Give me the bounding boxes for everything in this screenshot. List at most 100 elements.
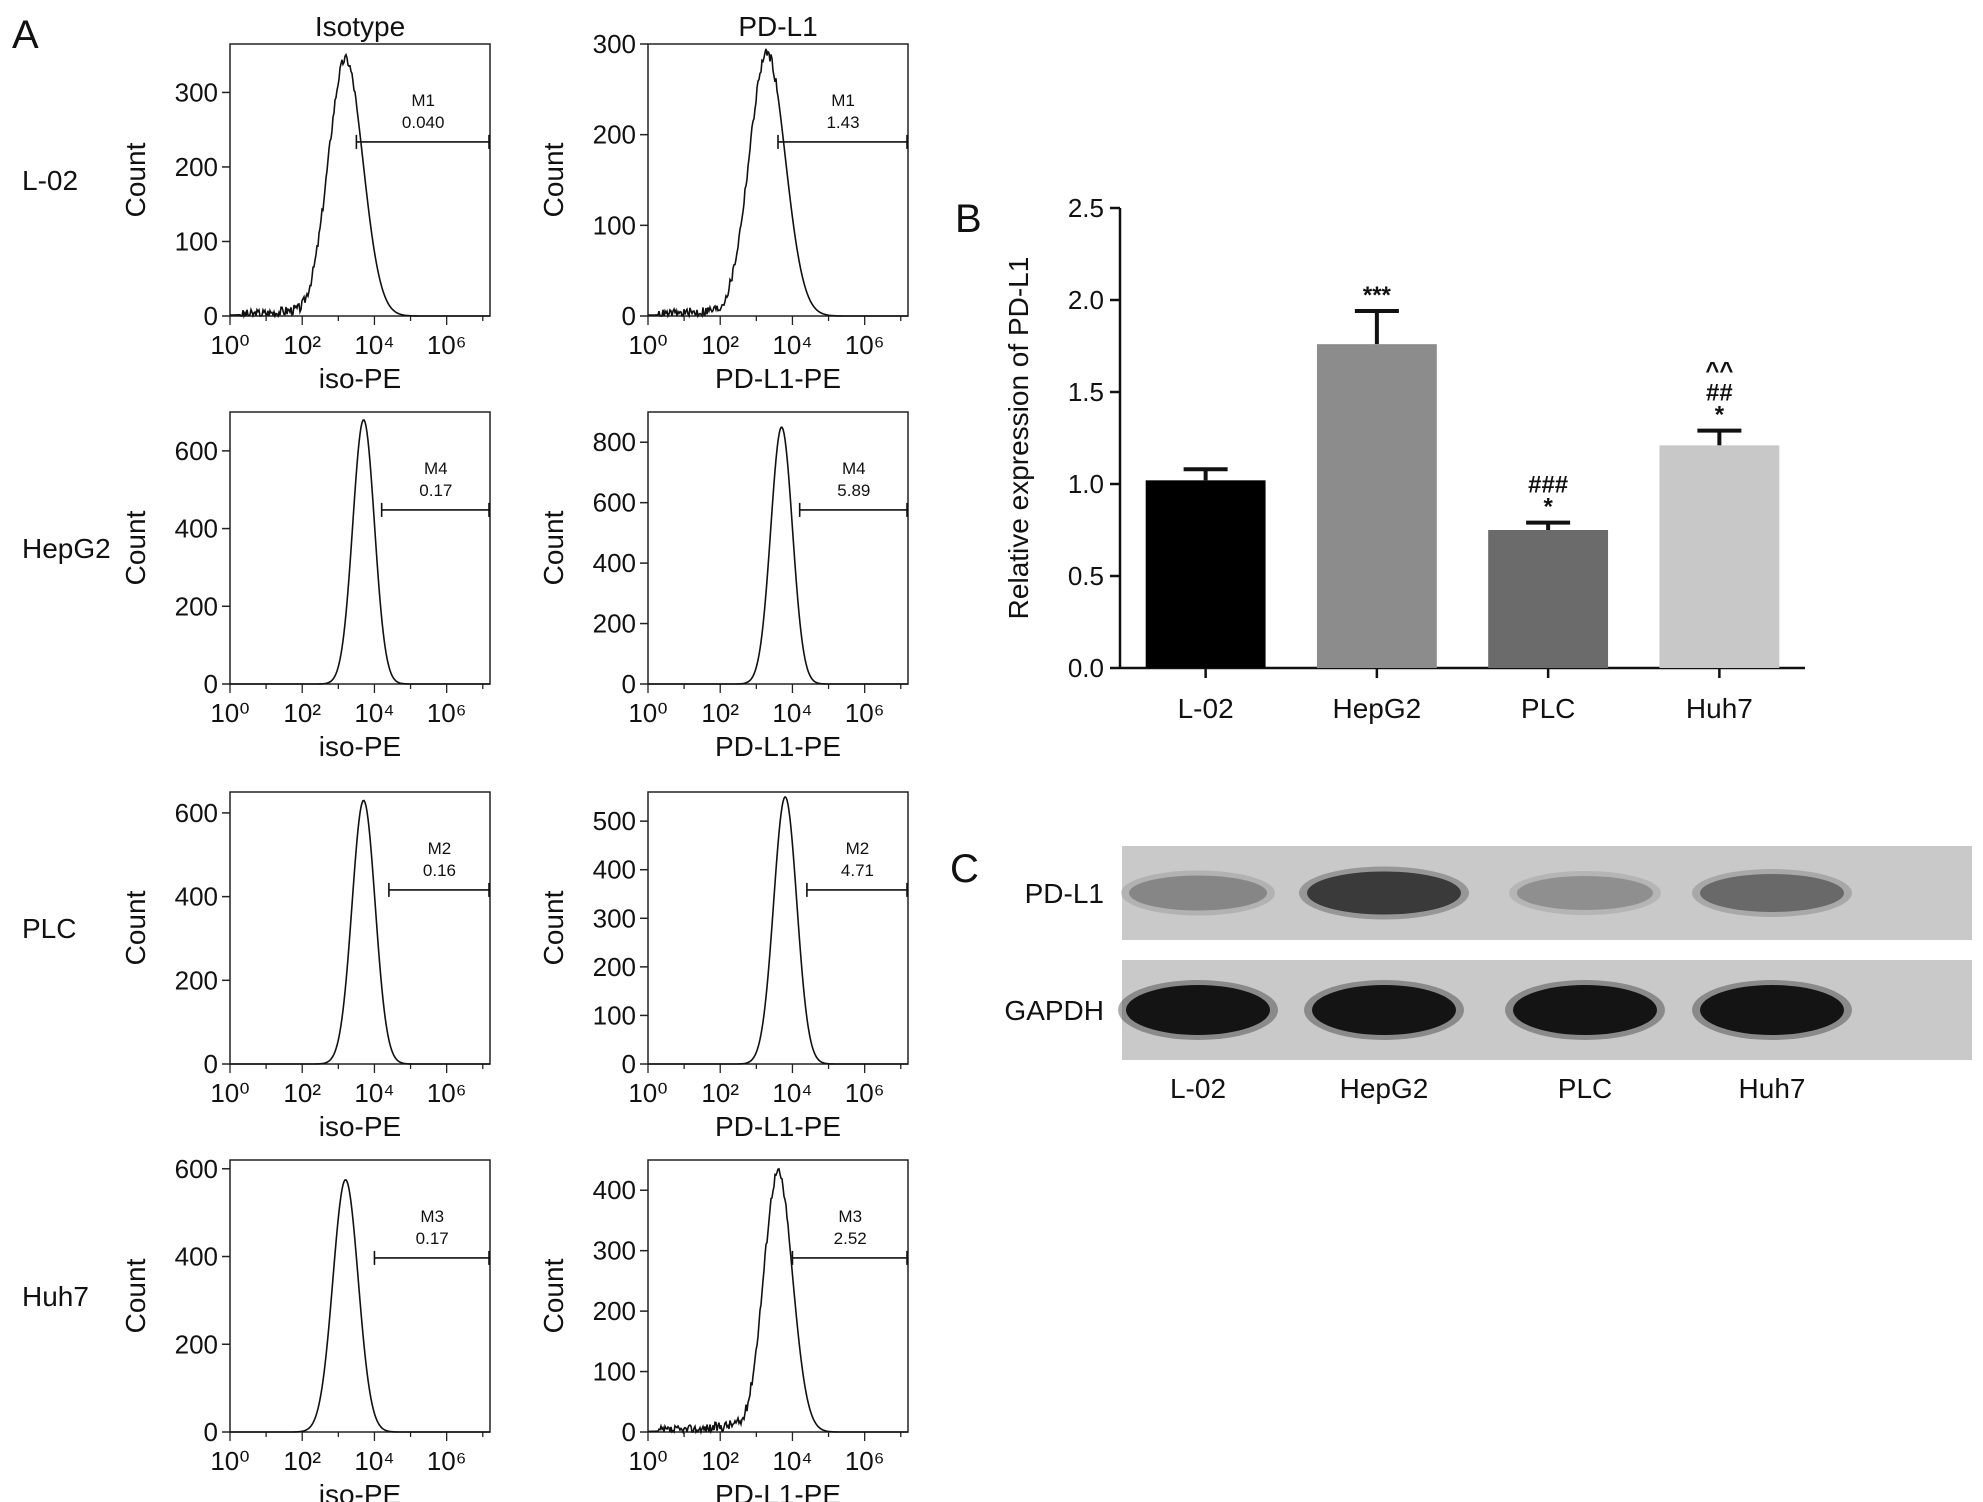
blot-band xyxy=(1700,874,1844,912)
x-tick-label: 10⁴ xyxy=(772,1078,812,1108)
x-tick-label: 10⁶ xyxy=(845,330,885,360)
histogram-curve xyxy=(648,795,908,1065)
gate-name: M4 xyxy=(842,459,866,478)
y-tick-label: 100 xyxy=(593,210,636,240)
y-tick-label: 200 xyxy=(593,609,636,639)
x-tick-label: 10⁶ xyxy=(427,698,467,728)
histogram-curve xyxy=(230,418,490,685)
x-tick-label: 10² xyxy=(701,330,739,360)
histogram-frame xyxy=(647,791,909,1065)
y-tick-label: 300 xyxy=(593,1236,636,1266)
x-tick-label: 10⁶ xyxy=(427,1078,467,1108)
y-axis-label: Count xyxy=(538,142,569,217)
y-tick-label: 200 xyxy=(175,1329,218,1359)
x-tick-label: 10⁰ xyxy=(628,330,667,360)
gate-percent: 0.17 xyxy=(416,1229,449,1248)
x-tick-label: 10² xyxy=(283,1446,321,1476)
x-axis-label: iso-PE xyxy=(319,1111,401,1142)
y-tick-label: 400 xyxy=(175,1242,218,1272)
y-tick-label: 0 xyxy=(622,301,636,331)
panel-label-b: B xyxy=(955,197,982,241)
y-tick-label: 300 xyxy=(175,77,218,107)
bar xyxy=(1659,445,1780,668)
x-tick-label: 10² xyxy=(701,1446,739,1476)
y-tick-label: 200 xyxy=(175,152,218,182)
y-tick-label: 200 xyxy=(175,965,218,995)
x-tick-label: 10⁶ xyxy=(427,330,467,360)
panel-label-c: C xyxy=(950,847,979,891)
y-tick-label: 0 xyxy=(622,1049,636,1079)
gate-name: M2 xyxy=(428,839,452,858)
x-tick-label: 10⁴ xyxy=(354,330,394,360)
histogram-frame xyxy=(229,791,491,1065)
y-tick-label: 0 xyxy=(204,669,218,699)
y-tick-label: 1.0 xyxy=(1068,469,1104,499)
x-axis-label: iso-PE xyxy=(319,731,401,762)
blot-lane-label: HepG2 xyxy=(1340,1073,1429,1104)
y-tick-label: 400 xyxy=(593,855,636,885)
y-tick-label: 600 xyxy=(175,436,218,466)
x-tick-label: L-02 xyxy=(1178,693,1234,724)
histogram-frame xyxy=(229,1159,491,1433)
blot-band xyxy=(1307,871,1461,915)
x-tick-label: 10⁰ xyxy=(628,1446,667,1476)
y-axis-label: Relative expression of PD-L1 xyxy=(1003,257,1034,620)
x-tick-label: 10⁶ xyxy=(845,698,885,728)
x-tick-label: 10² xyxy=(701,698,739,728)
flow-histograms: L-02 0 100 200 300 Count 10⁰ 10² 10⁴ 10⁶ iso-PE M1 0… xyxy=(22,29,909,1502)
y-tick-label: 100 xyxy=(593,1357,636,1387)
x-tick-label: 10⁶ xyxy=(845,1446,885,1476)
y-tick-label: 300 xyxy=(593,29,636,59)
histogram-frame xyxy=(647,43,909,317)
x-tick-label: 10⁰ xyxy=(210,1446,249,1476)
x-tick-label: 10⁴ xyxy=(354,1446,394,1476)
gate-percent: 0.17 xyxy=(419,481,452,500)
gate-percent: 1.43 xyxy=(826,113,859,132)
x-axis-label: PD-L1-PE xyxy=(715,363,841,394)
y-tick-label: 0 xyxy=(622,669,636,699)
y-axis-label: Count xyxy=(120,142,151,217)
x-axis-label: iso-PE xyxy=(319,363,401,394)
y-tick-label: 600 xyxy=(175,798,218,828)
x-tick-label: 10⁴ xyxy=(354,1078,394,1108)
y-axis-label: Count xyxy=(120,510,151,585)
blot-band xyxy=(1513,985,1657,1035)
y-tick-label: 800 xyxy=(593,427,636,457)
x-tick-label: 10⁰ xyxy=(210,330,249,360)
gate-percent: 4.71 xyxy=(841,861,874,880)
blot-band xyxy=(1126,985,1270,1035)
gate-name: M4 xyxy=(424,459,448,478)
gate-name: M2 xyxy=(846,839,870,858)
bar-chart: 0.0 0.5 1.0 1.5 2.0 2.5 Relative expression of… xyxy=(1003,193,1805,724)
gate-name: M1 xyxy=(411,91,435,110)
blot-lane-label: Huh7 xyxy=(1739,1073,1806,1104)
histogram-frame xyxy=(647,411,909,685)
gate-percent: 2.52 xyxy=(834,1229,867,1248)
x-tick-label: 10² xyxy=(283,698,321,728)
blot-row-label: GAPDH xyxy=(1004,995,1104,1026)
y-tick-label: 0 xyxy=(204,301,218,331)
blot-lane-label: PLC xyxy=(1558,1073,1612,1104)
y-tick-label: 100 xyxy=(593,1000,636,1030)
y-tick-label: 0.0 xyxy=(1068,653,1104,683)
gate-name: M3 xyxy=(420,1207,444,1226)
histogram-curve xyxy=(230,1179,490,1433)
y-tick-label: 400 xyxy=(593,1175,636,1205)
histogram-curve xyxy=(230,799,490,1065)
x-tick-label: Huh7 xyxy=(1686,693,1753,724)
significance-label: ### * xyxy=(1528,472,1568,521)
western-blot: PD-L1 GAPDH L-02 HepG2 PLC Huh7 xyxy=(1004,846,1972,1104)
gate-name: M1 xyxy=(831,91,855,110)
gate-name: M3 xyxy=(838,1207,862,1226)
x-tick-label: 10⁴ xyxy=(354,698,394,728)
histogram-curve xyxy=(648,1167,908,1436)
y-axis-label: Count xyxy=(120,1258,151,1333)
y-tick-label: 400 xyxy=(175,514,218,544)
y-tick-label: 200 xyxy=(593,120,636,150)
bar xyxy=(1316,344,1437,668)
x-axis-label: PD-L1-PE xyxy=(715,1479,841,1502)
y-tick-label: 2.0 xyxy=(1068,285,1104,315)
y-tick-label: 0 xyxy=(622,1417,636,1447)
blot-band xyxy=(1517,876,1653,910)
y-tick-label: 0 xyxy=(204,1049,218,1079)
